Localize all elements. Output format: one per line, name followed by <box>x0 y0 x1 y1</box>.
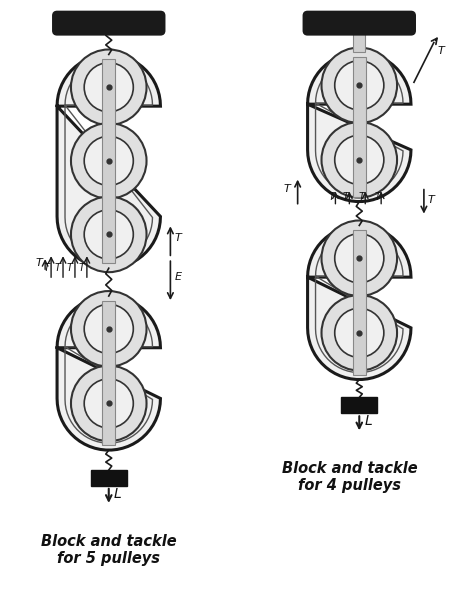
Text: T: T <box>284 184 291 194</box>
Circle shape <box>71 365 146 441</box>
Circle shape <box>321 220 397 296</box>
Text: T: T <box>35 259 42 268</box>
Circle shape <box>84 63 133 112</box>
Text: Block and tackle
for 4 pulleys: Block and tackle for 4 pulleys <box>282 461 417 493</box>
Text: T: T <box>43 263 49 273</box>
Text: T: T <box>79 263 85 273</box>
Circle shape <box>84 137 133 185</box>
Text: T: T <box>342 191 348 202</box>
Circle shape <box>71 291 146 367</box>
PathPatch shape <box>57 296 161 450</box>
Circle shape <box>335 308 384 358</box>
Bar <box>353 31 365 53</box>
Circle shape <box>71 50 146 125</box>
Text: E: E <box>174 272 182 282</box>
Text: T: T <box>67 263 73 273</box>
Circle shape <box>335 61 384 110</box>
FancyBboxPatch shape <box>304 11 415 34</box>
Circle shape <box>335 135 384 184</box>
Circle shape <box>84 210 133 259</box>
Text: T: T <box>55 263 61 273</box>
Circle shape <box>335 234 384 283</box>
FancyBboxPatch shape <box>53 11 164 34</box>
Circle shape <box>321 295 397 371</box>
PathPatch shape <box>57 54 161 268</box>
Bar <box>353 230 366 374</box>
Text: Block and tackle
for 5 pulleys: Block and tackle for 5 pulleys <box>41 534 177 566</box>
Circle shape <box>321 122 397 198</box>
Circle shape <box>71 123 146 199</box>
Bar <box>91 470 127 486</box>
Circle shape <box>84 304 133 353</box>
Bar <box>102 59 115 263</box>
PathPatch shape <box>308 225 411 379</box>
Text: T: T <box>358 191 365 202</box>
Circle shape <box>71 197 146 272</box>
Bar <box>102 301 115 445</box>
Circle shape <box>84 379 133 428</box>
Text: T: T <box>374 191 380 202</box>
Text: T: T <box>438 47 445 56</box>
PathPatch shape <box>308 53 411 202</box>
Text: L: L <box>114 487 121 501</box>
Bar <box>353 57 366 197</box>
Circle shape <box>321 48 397 123</box>
Text: T: T <box>428 194 435 205</box>
Bar <box>341 397 377 413</box>
Text: L: L <box>364 414 372 428</box>
Text: T: T <box>328 191 335 202</box>
Text: T: T <box>174 233 181 243</box>
